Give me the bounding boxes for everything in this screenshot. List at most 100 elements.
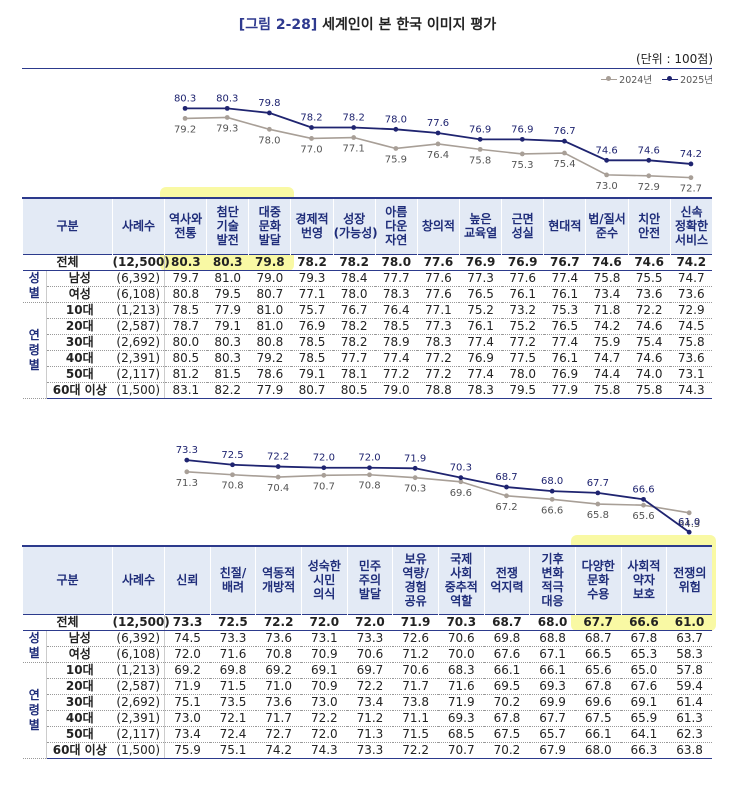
table-cell: 77.2 [375,366,418,383]
table-cell: 69.5 [484,678,530,695]
table-cell: 76.9 [459,350,502,367]
row-label: 30대 [46,334,113,351]
row-count: (2,117) [112,726,165,743]
table-cell: 74.2 [585,318,629,335]
table-cell: 83.1 [164,382,207,399]
line-chart-1: 79.2 79.3 78.0 77.0 77.1 75.9 76.4 75.8 75.3 75.4… [174,93,702,194]
table-cell: 68.0 [529,613,576,631]
table-cell: 76.1 [459,318,502,335]
series-line-2024년 [186,471,690,514]
point-2024년-7 [477,146,483,152]
table-cell: 78.5 [290,334,334,351]
data-label-2025년-10: 74.6 [595,145,617,156]
table-cell: 71.0 [255,678,302,695]
table-cell: 67.8 [621,630,667,647]
data-label-2025년-3: 72.0 [313,453,335,464]
point-2024년-4 [351,135,357,140]
table-cell: 77.2 [417,350,460,367]
table-cell: 58.3 [666,646,713,663]
row-count: (2,692) [112,334,165,351]
point-2025년-1 [224,105,230,111]
table-cell: 73.3 [164,613,211,631]
table-cell: 73.0 [164,710,211,727]
table-cell: 71.1 [392,710,439,727]
data-label-2024년-5: 70.3 [404,484,426,495]
table-cell: 80.8 [248,334,291,351]
point-2025년-9 [595,490,601,496]
table-cell: 75.5 [628,270,671,287]
table-cell: 75.7 [290,302,334,319]
table-cell: 74.4 [585,366,629,383]
table-cell: 73.4 [585,286,629,303]
column-header: 전쟁의 위험 [666,545,713,614]
data-label-2025년-1: 80.3 [216,93,238,104]
row-count: (6,108) [112,286,165,303]
table-cell: 70.2 [484,694,530,711]
table-row: 20대 (2,587) 71.9 71.5 71.0 70.9 72.2 71.7 71.6 69… [23,678,713,695]
table-cell: 76.9 [501,253,544,271]
data-label-2025년-11: 74.6 [638,145,660,156]
table-cell: 71.3 [347,726,393,743]
table-cell: 66.1 [484,662,530,679]
line-chart-2: 71.3 70.8 70.4 70.7 70.8 70.3 69.6 67.2 66.6 65.8… [176,445,700,535]
table-cell: 72.2 [301,710,348,727]
table-cell: 69.9 [529,694,576,711]
data-label-2024년-3: 70.7 [313,481,335,492]
data-label-2024년-8: 66.6 [541,505,563,516]
data-label-2024년-2: 78.0 [258,135,280,146]
table-cell: 79.3 [290,270,334,287]
table-row: 성 별 남성 (6,392) 74.5 73.3 73.6 73.1 73.3 72.6 70.6 6… [22,630,713,663]
table-cell: 69.3 [529,678,576,695]
point-2024년-5 [393,146,399,151]
data-label-2025년-3: 78.2 [300,113,322,124]
table-cell: 78.0 [501,366,544,383]
table-cell: 77.2 [501,334,544,351]
series-line-2025년 [186,459,690,533]
table-cell: 78.2 [333,318,376,335]
table-cell: 71.9 [392,613,439,631]
table-cell: 77.6 [417,270,460,287]
table-row: 연 령 별 10대 (1,213) 78.5 77.9 81.0 75.7 76.7 76.4 77.… [22,302,713,399]
point-2024년-1 [230,472,235,478]
table-cell: 78.6 [248,366,291,383]
table-cell: 67.8 [484,710,530,727]
table-cell: 73.4 [347,694,393,711]
legend-item-2025: 2025년 [662,72,713,86]
column-header: 창의적 [416,197,460,254]
column-header: 국제 사회 중추적 역할 [437,545,485,614]
table-cell: 65.9 [621,710,667,727]
table-cell: 72.9 [670,302,713,319]
data-label-2025년-1: 72.5 [221,450,243,461]
table-cell: 77.9 [206,302,249,319]
column-header: 신속 정확한 서비스 [669,197,713,254]
point-2025년-1 [230,462,235,468]
data-label-2024년-3: 77.0 [300,144,322,155]
table-cell: 70.0 [438,646,485,663]
point-2025년-9 [562,138,567,144]
table-cell: 81.0 [248,302,291,319]
table-cell: 80.0 [164,334,207,351]
table-cell: 73.6 [628,286,671,303]
table-cell: 73.1 [670,366,713,383]
table-cell: 72.2 [628,302,671,319]
table-cell: 69.1 [621,694,667,711]
data-label-2024년-6: 76.4 [427,150,449,161]
row-count: (1,213) [112,662,165,679]
column-header: 전쟁 억지력 [483,545,530,614]
legend-label-2025: 2025년 [680,75,713,86]
table-cell: 78.9 [375,334,418,351]
table-cell: 69.8 [210,662,256,679]
table-cell: 75.1 [210,742,256,759]
table-cell: 69.1 [301,662,348,679]
table-cell: 72.0 [164,646,211,663]
table-cell: 78.5 [290,350,334,367]
column-header: 성장 (가능성) [332,197,378,254]
point-2024년-10 [641,502,646,508]
table-cell: 68.8 [529,630,576,647]
table-cell: 69.3 [438,710,485,727]
table-cell: 76.9 [459,253,502,271]
column-header: 역동적 개방적 [255,545,302,614]
point-2025년-7 [504,484,509,490]
table-cell: 72.1 [210,710,256,727]
table-cell: 61.4 [666,694,713,711]
